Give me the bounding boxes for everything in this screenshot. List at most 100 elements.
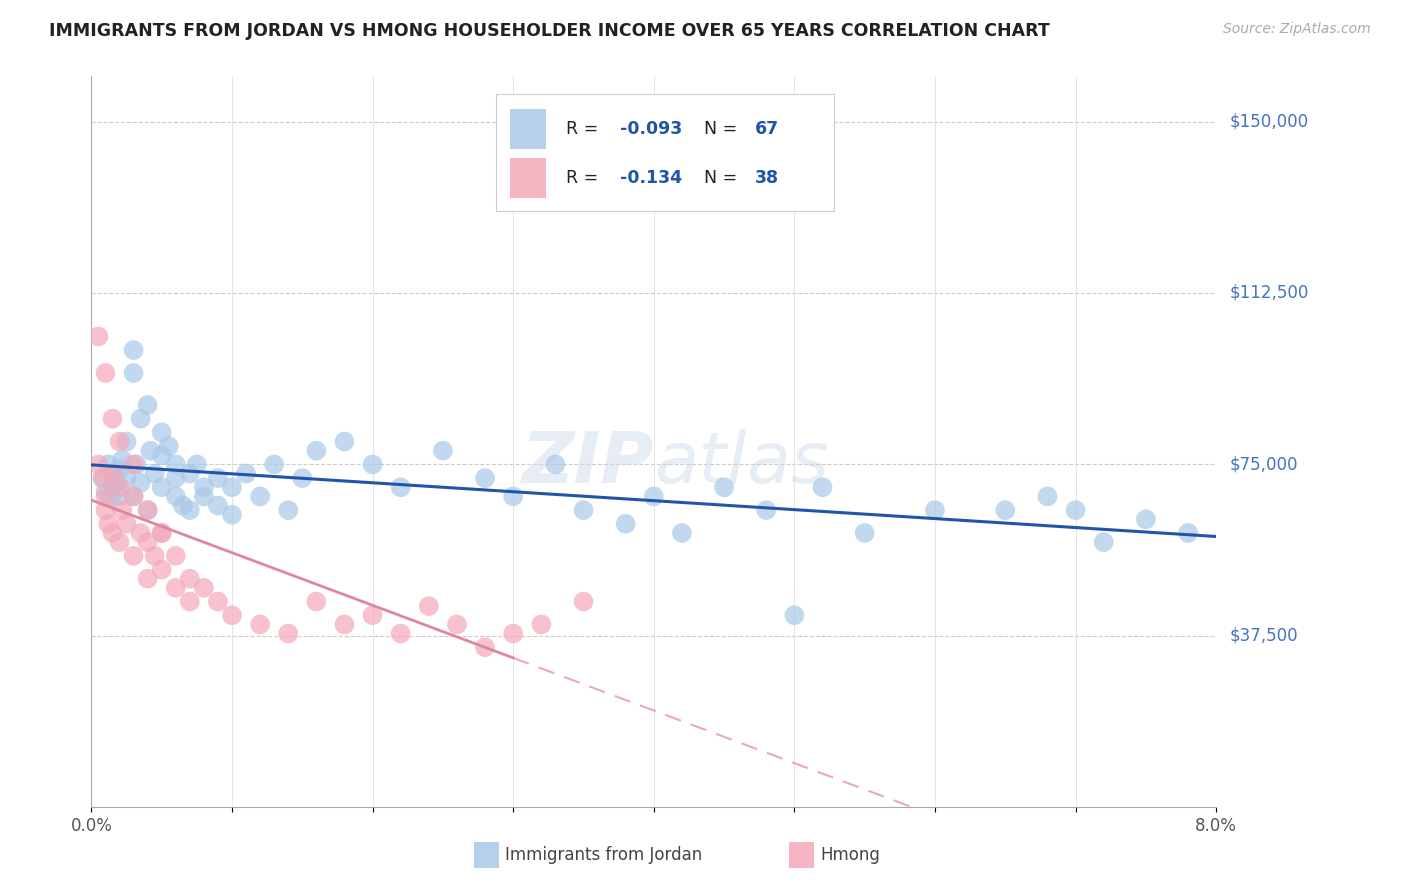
Point bbox=[333, 617, 356, 632]
Point bbox=[235, 467, 257, 481]
Point bbox=[263, 458, 285, 472]
Point bbox=[115, 516, 138, 531]
Point bbox=[150, 525, 173, 540]
Point bbox=[122, 549, 145, 563]
Point bbox=[122, 343, 145, 357]
Point bbox=[111, 503, 134, 517]
Text: N =: N = bbox=[693, 169, 742, 187]
Point bbox=[115, 434, 138, 449]
Point bbox=[100, 489, 122, 503]
Point bbox=[811, 480, 834, 494]
Text: -0.093: -0.093 bbox=[620, 120, 682, 138]
Point bbox=[1064, 503, 1087, 517]
FancyBboxPatch shape bbox=[510, 109, 546, 149]
Point bbox=[924, 503, 946, 517]
Point bbox=[108, 434, 131, 449]
Point bbox=[530, 617, 553, 632]
Text: Source: ZipAtlas.com: Source: ZipAtlas.com bbox=[1223, 22, 1371, 37]
Point bbox=[150, 480, 173, 494]
Point bbox=[544, 458, 567, 472]
Point bbox=[122, 489, 145, 503]
Point bbox=[94, 366, 117, 380]
Point bbox=[418, 599, 440, 614]
Point bbox=[207, 594, 229, 608]
Point bbox=[1036, 489, 1059, 503]
Text: $75,000: $75,000 bbox=[1230, 456, 1299, 474]
Point bbox=[129, 475, 152, 490]
Point bbox=[150, 525, 173, 540]
Point bbox=[143, 549, 166, 563]
Point bbox=[221, 508, 243, 522]
Point bbox=[94, 489, 117, 503]
Point bbox=[502, 489, 524, 503]
Point bbox=[108, 535, 131, 549]
Point bbox=[994, 503, 1017, 517]
Point bbox=[125, 458, 148, 472]
Point bbox=[291, 471, 314, 485]
Point bbox=[105, 475, 128, 490]
Point bbox=[1092, 535, 1115, 549]
Point bbox=[165, 581, 187, 595]
Point bbox=[101, 467, 124, 481]
Point bbox=[207, 499, 229, 513]
Point bbox=[136, 572, 159, 586]
Point bbox=[129, 411, 152, 425]
Point bbox=[108, 462, 131, 476]
Point bbox=[122, 489, 145, 503]
Point bbox=[101, 525, 124, 540]
Point bbox=[193, 480, 215, 494]
Point bbox=[1135, 512, 1157, 526]
Point bbox=[389, 626, 412, 640]
Point bbox=[643, 489, 665, 503]
Point bbox=[361, 458, 384, 472]
Point bbox=[150, 448, 173, 462]
Text: ZIP: ZIP bbox=[522, 429, 654, 498]
Point bbox=[221, 608, 243, 623]
Text: $112,500: $112,500 bbox=[1230, 284, 1309, 302]
Point bbox=[136, 503, 159, 517]
Point bbox=[186, 458, 208, 472]
Point bbox=[179, 594, 201, 608]
Text: N =: N = bbox=[693, 120, 742, 138]
Point bbox=[165, 489, 187, 503]
Point bbox=[671, 525, 693, 540]
Point bbox=[115, 471, 138, 485]
Point bbox=[136, 535, 159, 549]
FancyBboxPatch shape bbox=[510, 158, 546, 198]
Point bbox=[193, 489, 215, 503]
Point bbox=[277, 503, 299, 517]
Point bbox=[713, 480, 735, 494]
Point bbox=[97, 516, 120, 531]
Point bbox=[150, 425, 173, 440]
Text: $150,000: $150,000 bbox=[1230, 112, 1309, 130]
Point bbox=[108, 489, 131, 503]
Point bbox=[221, 480, 243, 494]
Point bbox=[165, 549, 187, 563]
Point bbox=[333, 434, 356, 449]
Point bbox=[207, 471, 229, 485]
Point bbox=[572, 503, 595, 517]
Point bbox=[755, 503, 778, 517]
Point bbox=[179, 503, 201, 517]
Point bbox=[361, 608, 384, 623]
Point bbox=[87, 329, 110, 343]
Point bbox=[249, 617, 271, 632]
Text: R =: R = bbox=[567, 120, 603, 138]
Point bbox=[136, 398, 159, 412]
Point bbox=[502, 626, 524, 640]
Point bbox=[101, 411, 124, 425]
Text: R =: R = bbox=[567, 169, 603, 187]
Point bbox=[94, 503, 117, 517]
Text: IMMIGRANTS FROM JORDAN VS HMONG HOUSEHOLDER INCOME OVER 65 YEARS CORRELATION CHA: IMMIGRANTS FROM JORDAN VS HMONG HOUSEHOL… bbox=[49, 22, 1050, 40]
Point bbox=[103, 480, 125, 494]
Point bbox=[143, 467, 166, 481]
Point bbox=[572, 594, 595, 608]
Text: 38: 38 bbox=[755, 169, 779, 187]
FancyBboxPatch shape bbox=[789, 842, 814, 868]
Point bbox=[249, 489, 271, 503]
Point bbox=[157, 439, 180, 453]
Point bbox=[91, 471, 114, 485]
Point bbox=[129, 525, 152, 540]
Point bbox=[193, 581, 215, 595]
Point bbox=[474, 471, 496, 485]
